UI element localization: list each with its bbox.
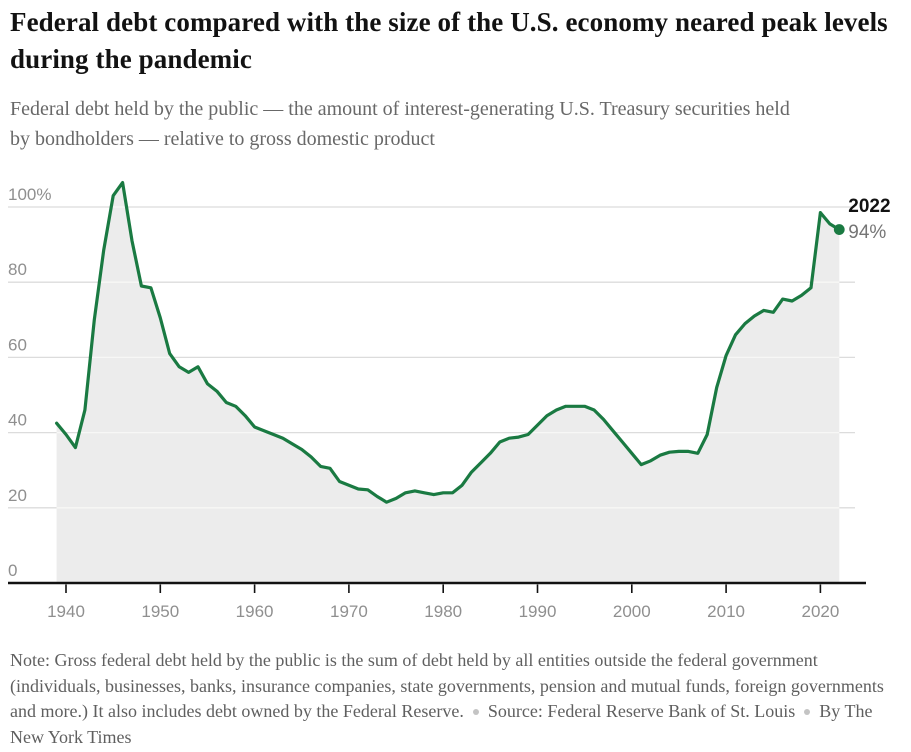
area-fill	[56, 182, 840, 583]
bullet-separator-icon	[472, 708, 479, 715]
svg-text:2010: 2010	[707, 602, 745, 621]
svg-text:2000: 2000	[613, 602, 651, 621]
svg-text:1970: 1970	[330, 602, 368, 621]
svg-text:20: 20	[8, 486, 27, 505]
svg-text:0: 0	[8, 561, 17, 580]
debt-vs-gdp-area-chart: 1940 1950 1960 1970 1980 1990 2000 2010 2020 0 20 4…	[8, 181, 891, 621]
chart-subtitle: Federal debt held by the public — the am…	[10, 98, 790, 150]
annotation-value: 94%	[848, 222, 886, 243]
svg-text:40: 40	[8, 411, 27, 430]
svg-text:60: 60	[8, 335, 27, 354]
annotation-year: 2022	[848, 196, 890, 217]
source-text: Source: Federal Reserve Bank of St. Loui…	[487, 701, 796, 722]
trend-line	[55, 181, 841, 504]
footnote: Note: Gross federal debt held by the pub…	[10, 648, 905, 750]
note-text: Note: Gross federal debt held by the pub…	[10, 650, 884, 722]
svg-text:80: 80	[8, 260, 27, 279]
byline-text: By The New York Times	[10, 701, 873, 747]
bullet-separator-icon	[804, 708, 811, 715]
svg-text:100%: 100%	[8, 185, 51, 204]
svg-text:1980: 1980	[424, 602, 462, 621]
x-tick-marks	[65, 584, 822, 593]
svg-text:1950: 1950	[141, 602, 179, 621]
svg-text:1960: 1960	[236, 602, 274, 621]
chart-title: Federal debt compared with the size of t…	[10, 7, 888, 75]
svg-text:1990: 1990	[519, 602, 557, 621]
end-point-dot	[833, 224, 845, 235]
svg-text:1940: 1940	[47, 602, 85, 621]
chart-area: 1940 1950 1960 1970 1980 1990 2000 2010 2020 0 20 4…	[0, 170, 911, 640]
svg-text:2020: 2020	[801, 602, 839, 621]
x-tick-labels: 1940 1950 1960 1970 1980 1990 2000 2010 2020	[47, 602, 839, 621]
y-tick-labels: 0 20 40 60 80 100%	[8, 185, 51, 580]
